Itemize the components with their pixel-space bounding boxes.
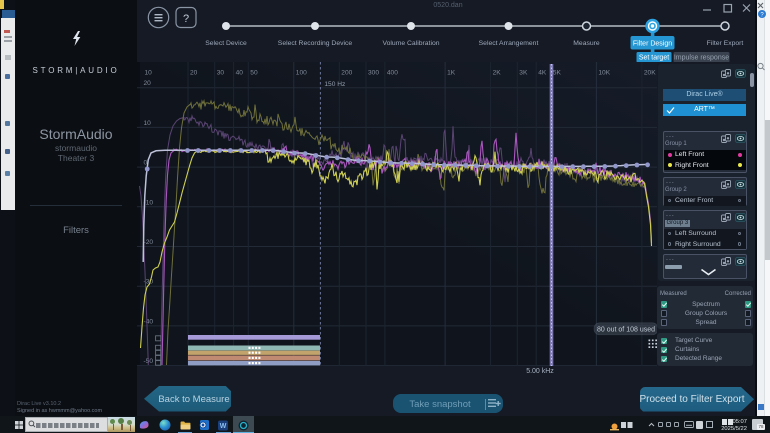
svg-text:150 Hz: 150 Hz <box>324 81 345 88</box>
svg-text:Filter Design: Filter Design <box>633 41 672 48</box>
svg-text:50: 50 <box>250 70 258 77</box>
svg-text:300: 300 <box>368 70 379 77</box>
svg-text:Measure: Measure <box>573 40 600 47</box>
svg-text:Select Recording Device: Select Recording Device <box>278 40 353 47</box>
svg-text:-40: -40 <box>144 318 154 325</box>
svg-text:40: 40 <box>236 70 244 77</box>
svg-text:Volume Calibration: Volume Calibration <box>382 40 439 47</box>
svg-text:1K: 1K <box>447 70 456 77</box>
svg-text:10: 10 <box>145 70 153 77</box>
svg-text:Filter Export: Filter Export <box>707 40 744 47</box>
svg-text:2K: 2K <box>493 70 502 77</box>
svg-text:0: 0 <box>144 160 148 167</box>
svg-text:3K: 3K <box>519 70 528 77</box>
svg-text:400: 400 <box>387 70 398 77</box>
svg-text:10: 10 <box>144 120 152 127</box>
svg-text:20: 20 <box>144 80 152 87</box>
svg-text:Select Device: Select Device <box>205 40 247 47</box>
svg-text:Set target: Set target <box>639 55 669 62</box>
svg-text:5K: 5K <box>553 70 562 77</box>
svg-text:-10: -10 <box>144 199 154 206</box>
svg-text:200: 200 <box>341 70 352 77</box>
svg-text:?: ? <box>760 13 764 19</box>
svg-text:-30: -30 <box>144 279 154 286</box>
svg-text:W: W <box>220 423 227 430</box>
svg-text:10K: 10K <box>598 70 610 77</box>
svg-text:80 out of 108 used: 80 out of 108 used <box>597 327 655 334</box>
svg-text:Select Arrangement: Select Arrangement <box>479 40 539 47</box>
svg-text:4K: 4K <box>538 70 547 77</box>
svg-text:Impulse response: Impulse response <box>674 55 729 62</box>
svg-text:20: 20 <box>190 70 198 77</box>
svg-text:30: 30 <box>217 70 225 77</box>
svg-text:?: ? <box>183 13 189 25</box>
svg-text:-20: -20 <box>144 239 154 246</box>
svg-text:100: 100 <box>296 70 307 77</box>
svg-text:20K: 20K <box>644 70 656 77</box>
